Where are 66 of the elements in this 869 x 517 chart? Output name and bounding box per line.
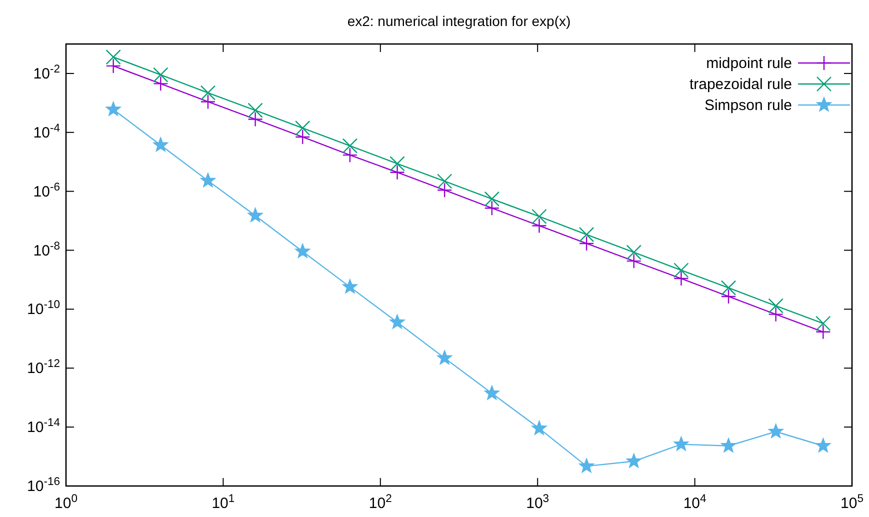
point bbox=[578, 227, 594, 242]
point bbox=[674, 270, 689, 286]
point bbox=[200, 85, 216, 100]
point bbox=[106, 58, 121, 74]
point bbox=[816, 324, 831, 340]
point bbox=[816, 438, 830, 452]
y-tick-label: 10$^{-10}$ bbox=[27, 299, 60, 318]
point bbox=[484, 200, 500, 216]
point bbox=[768, 298, 784, 314]
point bbox=[720, 280, 736, 296]
y-tick-label: 10$^{-8}$ bbox=[33, 240, 60, 260]
legend-label: trapezoidal rule bbox=[689, 76, 792, 93]
point bbox=[295, 129, 310, 145]
point bbox=[721, 438, 736, 452]
x-tick-label: 10$^{4}$ bbox=[683, 493, 706, 512]
y-tick-label: 10$^{-14}$ bbox=[27, 417, 60, 436]
legend-label: midpoint rule bbox=[706, 55, 792, 72]
point bbox=[768, 306, 784, 322]
point bbox=[106, 49, 121, 65]
y-tick-label: 10$^{-2}$ bbox=[33, 63, 60, 82]
point bbox=[153, 67, 168, 82]
point bbox=[674, 262, 689, 278]
point bbox=[153, 76, 168, 92]
legend-label: Simpson rule bbox=[704, 97, 792, 114]
y-tick-label: 10$^{-4}$ bbox=[33, 122, 60, 142]
point bbox=[484, 191, 500, 207]
y-tick-label: 10$^{-12}$ bbox=[27, 358, 60, 378]
point bbox=[674, 436, 688, 451]
point bbox=[390, 156, 405, 172]
point bbox=[626, 253, 642, 269]
point bbox=[390, 164, 405, 180]
x-tick-label: 10$^{1}$ bbox=[212, 493, 235, 512]
x-tick-label: 10$^{5}$ bbox=[840, 493, 864, 512]
x-tick-label: 10$^{2}$ bbox=[368, 493, 392, 512]
y-tick-label: 10$^{-16}$ bbox=[27, 476, 60, 495]
point bbox=[437, 350, 452, 364]
point bbox=[248, 102, 263, 118]
point bbox=[342, 138, 358, 154]
point bbox=[532, 420, 546, 435]
point bbox=[248, 112, 263, 127]
point bbox=[816, 316, 831, 331]
point bbox=[436, 182, 452, 198]
point bbox=[106, 102, 121, 116]
point bbox=[295, 244, 310, 258]
point bbox=[578, 236, 594, 252]
point bbox=[295, 120, 310, 136]
point bbox=[720, 288, 736, 304]
point bbox=[248, 208, 263, 222]
point bbox=[626, 454, 642, 468]
point bbox=[626, 244, 642, 260]
point bbox=[200, 94, 216, 110]
point bbox=[153, 138, 168, 152]
point bbox=[436, 174, 452, 189]
point bbox=[342, 279, 358, 294]
point bbox=[390, 314, 405, 329]
point bbox=[532, 208, 547, 224]
point bbox=[484, 386, 500, 400]
chart-title: ex2: numerical integration for exp(x) bbox=[347, 13, 571, 29]
point bbox=[200, 173, 216, 187]
y-tick-label: 10$^{-6}$ bbox=[33, 181, 60, 200]
x-tick-label: 10$^{0}$ bbox=[54, 493, 78, 512]
point bbox=[579, 458, 594, 472]
x-tick-label: 10$^{3}$ bbox=[526, 493, 550, 512]
point bbox=[532, 218, 547, 234]
point bbox=[768, 424, 784, 438]
point bbox=[342, 147, 358, 163]
